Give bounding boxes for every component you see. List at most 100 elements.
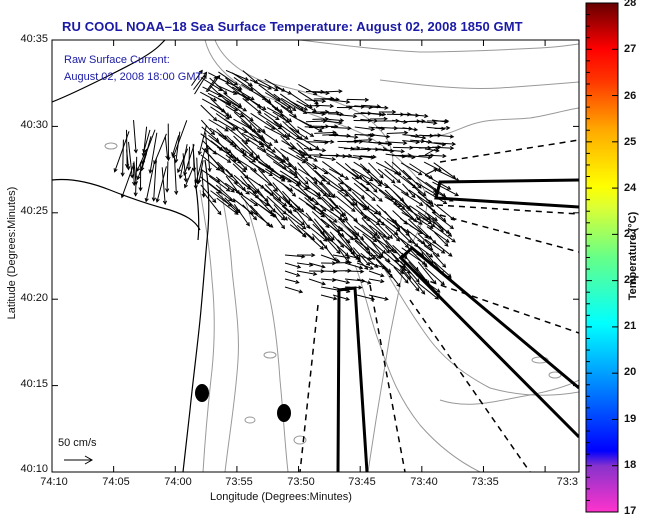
contour-line [354, 264, 481, 472]
current-vector [257, 128, 279, 143]
current-vector [353, 182, 376, 202]
colorbar-tick-label: 27 [624, 43, 637, 55]
current-vector [425, 190, 448, 205]
current-vector [417, 282, 440, 300]
colorbar-tick-label: 26 [624, 90, 637, 102]
current-vector [433, 203, 456, 221]
current-vector [368, 162, 384, 179]
current-vector [416, 139, 433, 144]
current-vector [417, 261, 437, 285]
current-vector [289, 100, 309, 111]
current-vector [225, 154, 247, 173]
current-vector [305, 232, 325, 250]
current-vector [232, 155, 248, 171]
current-vector [296, 270, 318, 276]
current-vector [402, 183, 416, 199]
current-vector [297, 126, 315, 137]
colorbar-title: Temperature (°C) [627, 211, 639, 301]
current-vector [199, 176, 222, 194]
current-vector [416, 253, 435, 266]
current-vector [281, 205, 305, 226]
current-vector [298, 149, 318, 162]
x-tick-label: 73:45 [348, 476, 376, 488]
x-tick-label: 74:05 [102, 476, 130, 488]
current-vector [304, 147, 327, 153]
current-vector [136, 148, 148, 172]
current-vector [151, 158, 157, 202]
current-vector [297, 162, 318, 185]
current-vector [173, 157, 179, 196]
scale-arrow-head [84, 455, 94, 465]
current-vector [369, 232, 390, 254]
current-vector [174, 131, 181, 164]
colorbar-tick-label: 17 [624, 505, 637, 517]
current-vector [410, 135, 427, 140]
buoy-marker-2[interactable] [277, 404, 291, 422]
current-vector [332, 294, 350, 301]
current-legend-line1: Raw Surface Current: [64, 54, 170, 66]
current-vector [320, 254, 341, 263]
colorbar-tick-label: 22 [624, 274, 637, 286]
coastline-bay [52, 178, 201, 231]
survey-box-east [434, 178, 579, 209]
current-vector [433, 141, 457, 147]
current-vector [424, 238, 446, 254]
current-vector [144, 162, 155, 203]
current-vector [233, 188, 259, 207]
current-vector [416, 120, 438, 126]
current-vector [194, 147, 206, 184]
current-vector [177, 148, 189, 174]
current-vector [284, 270, 301, 277]
current-vector [232, 86, 255, 101]
current-vector [202, 191, 222, 216]
current-vector [320, 231, 341, 255]
current-vector [297, 135, 320, 150]
current-vector [161, 167, 168, 206]
current-vector [368, 294, 389, 301]
current-vector [282, 183, 297, 197]
current-vector [186, 146, 192, 171]
current-vector [215, 176, 235, 193]
current-vector [249, 79, 273, 90]
current-vector [356, 262, 375, 270]
current-vector [280, 97, 308, 114]
current-vector [332, 286, 351, 294]
colorbar-tick-label: 28 [624, 0, 637, 9]
current-vector [360, 182, 383, 202]
current-vector [393, 266, 409, 284]
current-vector [200, 119, 216, 136]
current-vector [402, 127, 419, 132]
current-vector [113, 131, 130, 173]
current-vector [311, 211, 330, 229]
current-vector [182, 153, 188, 183]
current-vector [208, 147, 232, 163]
current-vector [319, 225, 335, 241]
x-tick-label: 73:50 [287, 476, 315, 488]
scale-arrow-label: 50 cm/s [58, 437, 97, 449]
current-vector [233, 125, 250, 143]
current-vector [329, 197, 347, 217]
current-vector [426, 280, 441, 297]
current-vector [385, 239, 403, 259]
contour-line [419, 107, 579, 137]
current-vector [258, 107, 280, 121]
current-vector [431, 211, 455, 230]
current-vector [432, 240, 453, 257]
current-vector [289, 135, 313, 151]
current-vector [361, 224, 381, 239]
current-vector [351, 176, 370, 192]
current-vector [208, 119, 229, 132]
current-vector [386, 130, 409, 135]
current-vector [424, 267, 445, 286]
current-vector [248, 160, 274, 177]
current-vector [234, 182, 250, 195]
colorbar [585, 2, 619, 513]
current-vector [368, 133, 391, 139]
current-vector [384, 210, 401, 230]
buoy-marker-1[interactable] [195, 384, 209, 402]
current-vector [384, 266, 401, 288]
current-vector [250, 209, 274, 228]
current-vector [193, 71, 208, 90]
current-vector [356, 278, 372, 285]
colorbar-ticks [586, 2, 618, 513]
